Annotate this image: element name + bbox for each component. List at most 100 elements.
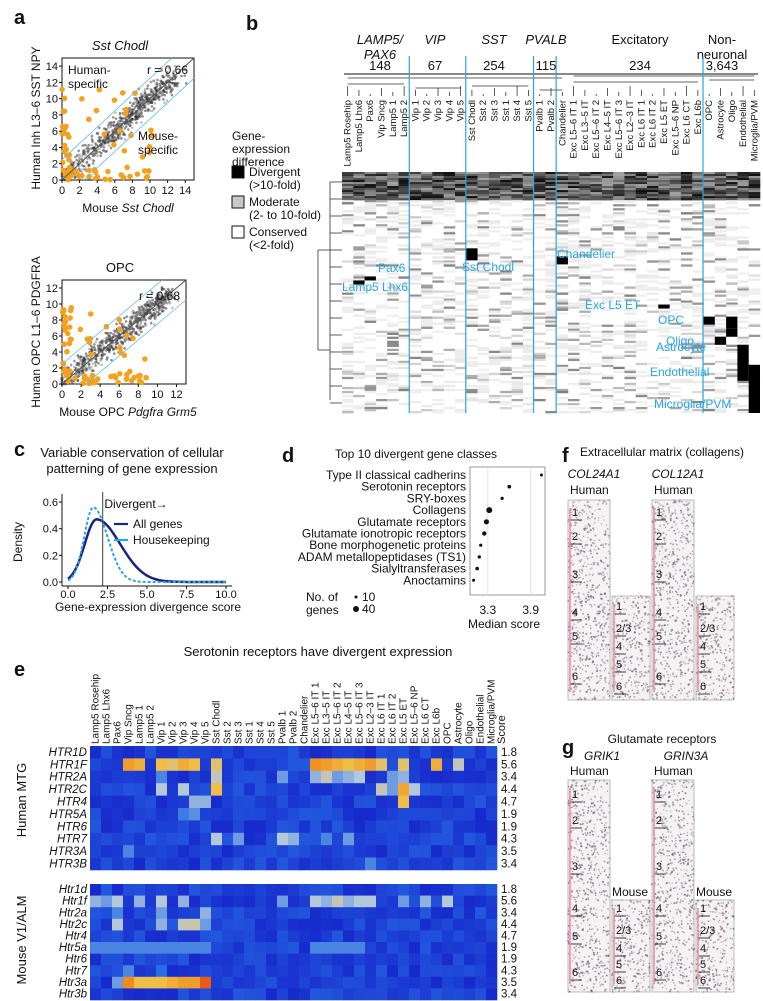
heatmap-cell [364, 264, 377, 267]
heatmap-cell [726, 290, 738, 293]
heatmap-cell [613, 366, 625, 370]
heatmap-cell [601, 180, 614, 183]
heatmap-cell [342, 230, 354, 233]
heatmap-cell [432, 290, 444, 293]
heatmap-cell [432, 410, 444, 414]
divergent-block [726, 316, 738, 329]
heat-cell [178, 808, 190, 821]
heatmap-cell [500, 238, 512, 241]
heatmap-cell [669, 302, 682, 305]
heatmap-cell [488, 186, 501, 189]
heat-cell [211, 857, 223, 871]
heatmap-cell [443, 364, 456, 368]
heat-cell [90, 820, 102, 834]
scatter-point [85, 367, 89, 370]
cell-dot [599, 649, 602, 651]
cell-dot [579, 696, 581, 699]
scatter-point [144, 93, 148, 97]
heatmap-cell [567, 322, 580, 325]
heatmap-cell [726, 274, 738, 277]
heatmap-cell [579, 184, 591, 187]
heatmap-cell [387, 390, 399, 394]
heat-cell [409, 988, 421, 1001]
heat-cell [409, 832, 421, 846]
heat-cell [101, 808, 113, 821]
cell-dot [602, 686, 606, 690]
heatmap-cell [556, 208, 569, 211]
heatmap-cell [511, 370, 524, 374]
heatmap-cell [342, 352, 354, 356]
heatmap-cell [545, 184, 557, 187]
scatter-point [125, 125, 128, 128]
heat-cell [255, 976, 267, 989]
heat-cell [222, 918, 234, 931]
heatmap-cell [635, 324, 648, 327]
heatmap-cell [579, 216, 591, 219]
heatmap-cell [703, 180, 716, 183]
heat-cell [387, 930, 399, 943]
divergent-point [117, 345, 123, 351]
heatmap-cell [726, 282, 738, 285]
heatmap-cell [409, 388, 422, 392]
x-tick-label: 14 [179, 185, 191, 197]
divergent-point [66, 156, 72, 163]
heatmap-cell [522, 172, 535, 175]
heatmap-cell [353, 206, 365, 209]
divergent-point [139, 154, 146, 160]
heatmap-cell [714, 288, 727, 291]
heat-cell [288, 965, 300, 978]
heatmap-cell [443, 178, 456, 181]
heatmap-cell [398, 218, 411, 221]
heatmap-cell [579, 294, 591, 297]
heatmap-cell [590, 238, 603, 241]
heatmap-cell [590, 388, 603, 392]
heatmap-cell [567, 240, 580, 243]
heat-cell [332, 907, 344, 920]
heatmap-cell [500, 256, 512, 259]
heat-cell [266, 895, 278, 908]
heat-cell [178, 965, 190, 978]
heatmap-cell [375, 184, 388, 187]
scatter-point [120, 119, 123, 123]
heatmap-cell [601, 338, 614, 341]
cell-dot [594, 549, 596, 551]
heat-cell [90, 795, 102, 809]
heatmap-cell [500, 282, 512, 285]
heat-cell [464, 930, 476, 943]
heatmap-cell [353, 180, 365, 183]
heatmap-cell [364, 184, 377, 187]
cell-dot [592, 588, 595, 591]
heatmap-cell [454, 352, 467, 356]
column-label: OPC [704, 100, 715, 121]
cell-dot [597, 610, 600, 613]
heat-cell [123, 820, 135, 834]
heatmap-cell [488, 200, 501, 203]
heatmap-cell [398, 182, 411, 185]
heat-cell [200, 857, 212, 871]
heatmap-cell [748, 188, 761, 191]
heat-cell [321, 783, 333, 796]
heatmap-cell [647, 204, 659, 207]
scatter-point [129, 319, 132, 322]
heatmap-cell [342, 232, 354, 235]
cell-dot [604, 530, 607, 533]
heatmap-cell [601, 194, 614, 197]
heatmap-cell [342, 300, 354, 303]
scatter-point [133, 97, 136, 100]
cell-dot [588, 573, 591, 576]
heatmap-cell [409, 186, 422, 189]
row-dendrogram [317, 181, 342, 404]
heat-cell [354, 783, 366, 796]
heatmap-cell [443, 388, 456, 392]
cell-dot [604, 542, 607, 545]
scatter-point [82, 356, 86, 360]
heatmap-cell [421, 290, 433, 293]
heatmap-cell [545, 272, 557, 275]
heatmap-cell [556, 370, 569, 374]
heatmap-cell [545, 294, 557, 297]
heat-cell [123, 832, 135, 846]
heatmap-cell [511, 234, 524, 237]
heatmap-cell [522, 316, 535, 319]
heatmap-cell [680, 174, 693, 177]
e-column-label: Lamp5 Rosehip [91, 674, 102, 744]
